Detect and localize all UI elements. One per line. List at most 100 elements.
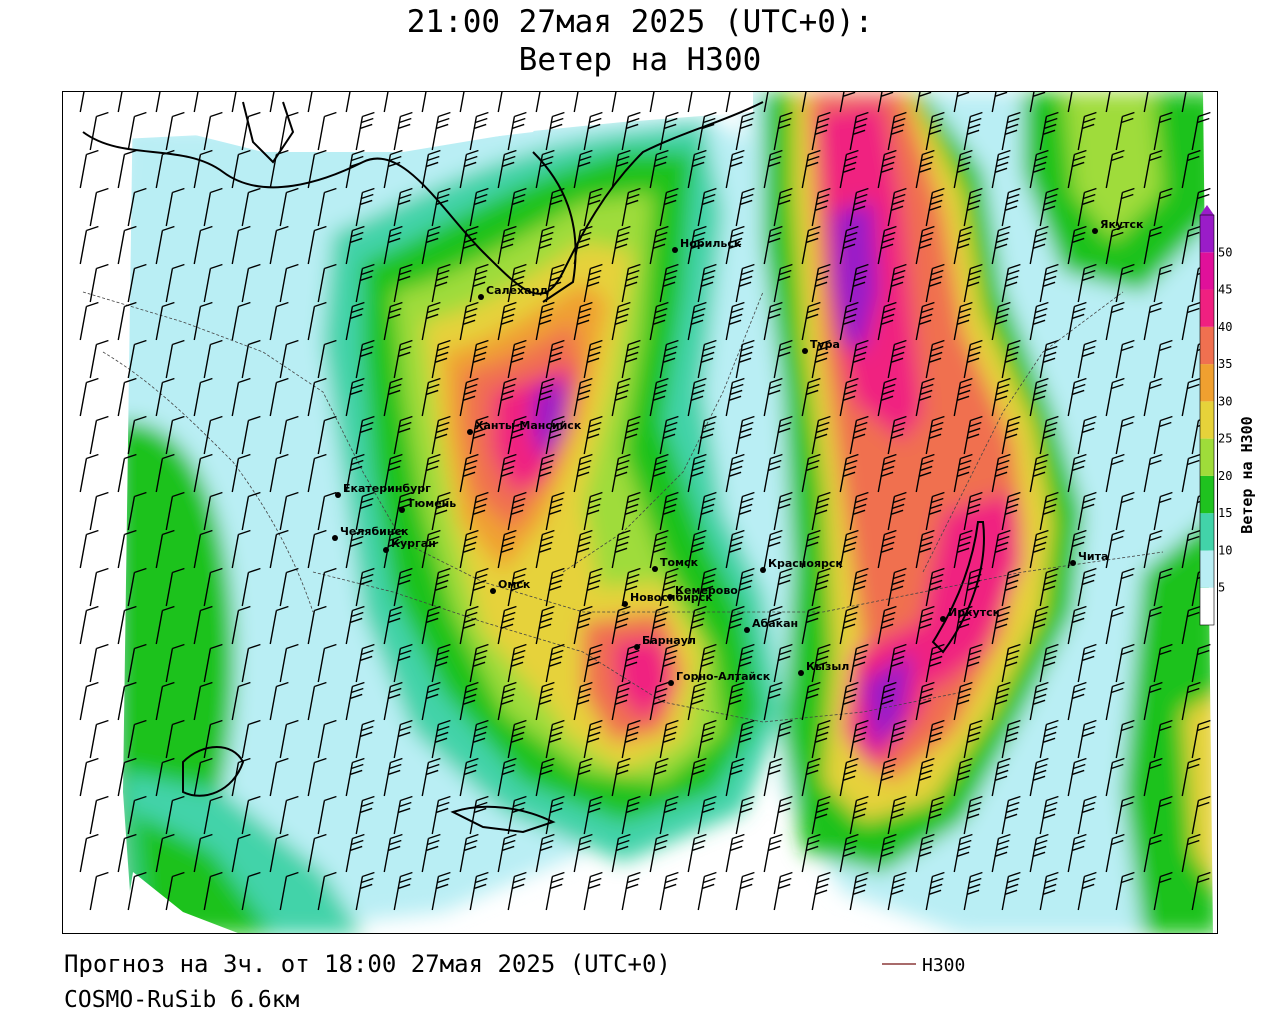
wind-barb xyxy=(763,225,783,265)
wind-barb xyxy=(773,415,793,455)
wind-barb xyxy=(507,795,527,835)
wind-barb xyxy=(79,92,85,113)
wind-barb xyxy=(621,415,641,455)
colorbar-tick-label: 50 xyxy=(1218,245,1232,259)
wind-barb xyxy=(1181,377,1201,417)
wind-barb xyxy=(611,225,631,265)
wind-barb xyxy=(459,453,479,493)
wind-barb xyxy=(203,719,223,759)
wind-barb xyxy=(925,567,945,607)
wind-barb xyxy=(1039,111,1059,151)
wind-barb xyxy=(469,415,489,455)
city-marker xyxy=(668,680,674,686)
wind-barb xyxy=(1067,529,1087,569)
wind-barb xyxy=(193,92,199,113)
wind-barb xyxy=(1181,301,1201,341)
wind-barb xyxy=(193,453,213,493)
wind-barb xyxy=(1153,415,1173,455)
wind-barb xyxy=(203,491,223,531)
wind-barb xyxy=(583,643,603,683)
wind-barb xyxy=(925,795,945,835)
coastlines xyxy=(82,101,985,834)
wind-barb xyxy=(621,339,641,379)
wind-barb xyxy=(687,377,707,417)
wind-barb xyxy=(459,92,465,113)
wind-barb xyxy=(849,263,869,303)
wind-barb xyxy=(317,719,337,759)
wind-barb xyxy=(887,567,907,607)
wind-barb xyxy=(497,757,517,797)
wind-barb xyxy=(345,92,351,113)
wind-barb xyxy=(687,605,707,645)
wind-barb xyxy=(659,567,679,607)
wind-barb xyxy=(355,339,375,379)
wind-barb xyxy=(307,92,313,113)
wind-barb xyxy=(697,719,717,759)
wind-barb xyxy=(1153,263,1173,303)
wind-barb xyxy=(925,339,945,379)
wind-barb xyxy=(697,339,717,379)
wind-barb xyxy=(963,263,983,303)
wind-barb xyxy=(1077,263,1097,303)
wind-barb xyxy=(649,681,669,721)
wind-barb xyxy=(1191,795,1211,835)
wind-barb xyxy=(773,491,793,531)
wind-barb xyxy=(203,415,223,455)
wind-barb xyxy=(1067,92,1073,113)
wind-barb xyxy=(839,757,859,797)
colorbar-tick-label: 40 xyxy=(1218,320,1232,334)
wind-barb xyxy=(763,453,783,493)
wind-barb xyxy=(1191,643,1211,683)
wind-barb xyxy=(1153,719,1173,759)
wind-barb xyxy=(1067,681,1087,721)
wind-barb xyxy=(317,795,337,835)
city-marker xyxy=(467,429,473,435)
wind-barb xyxy=(127,567,147,607)
city-marker xyxy=(672,247,678,253)
wind-barb xyxy=(203,643,223,683)
wind-barb xyxy=(203,187,223,227)
wind-barb xyxy=(279,111,299,151)
wind-barb xyxy=(421,301,441,341)
wind-barb xyxy=(991,833,1011,873)
wind-barb xyxy=(193,377,213,417)
wind-barb xyxy=(963,339,983,379)
wind-barb xyxy=(735,871,755,911)
wind-barb xyxy=(193,529,213,569)
wind-barb xyxy=(345,529,365,569)
wind-barb xyxy=(241,643,261,683)
wind-barb xyxy=(735,187,755,227)
wind-barb xyxy=(801,225,821,265)
wind-barb xyxy=(165,643,185,683)
wind-barb xyxy=(1115,111,1135,151)
wind-barb xyxy=(155,225,175,265)
wind-barb xyxy=(1143,301,1163,341)
wind-barb xyxy=(583,111,603,151)
wind-barb xyxy=(1067,605,1087,645)
wind-barb xyxy=(421,833,441,873)
wind-barb xyxy=(611,453,631,493)
wind-barb xyxy=(953,149,973,189)
wind-barb xyxy=(583,339,603,379)
wind-barb xyxy=(1039,491,1059,531)
wind-barb xyxy=(573,92,579,113)
colorbar-swatch xyxy=(1200,475,1214,514)
wind-map[interactable]: Якутск Норильск Салехард Тура Ханты-Мансийск… xyxy=(62,91,1218,934)
wind-barb xyxy=(659,871,679,911)
wind-barb xyxy=(1039,871,1059,911)
city-label: Ханты-Мансийск xyxy=(475,419,582,432)
wind-barb xyxy=(811,263,831,303)
wind-barb xyxy=(991,377,1011,417)
wind-barb xyxy=(241,719,261,759)
wind-barb xyxy=(1105,757,1125,797)
wind-barb xyxy=(459,681,479,721)
wind-barb xyxy=(773,187,793,227)
wind-barb xyxy=(697,795,717,835)
wind-barb xyxy=(1115,719,1135,759)
wind-barb xyxy=(725,681,745,721)
wind-barb xyxy=(269,681,289,721)
wind-barb xyxy=(431,111,451,151)
wind-barb xyxy=(459,301,479,341)
city-markers: Якутск Норильск Салехард Тура Ханты-Мансийск… xyxy=(332,218,1144,686)
wind-barb xyxy=(89,491,109,531)
